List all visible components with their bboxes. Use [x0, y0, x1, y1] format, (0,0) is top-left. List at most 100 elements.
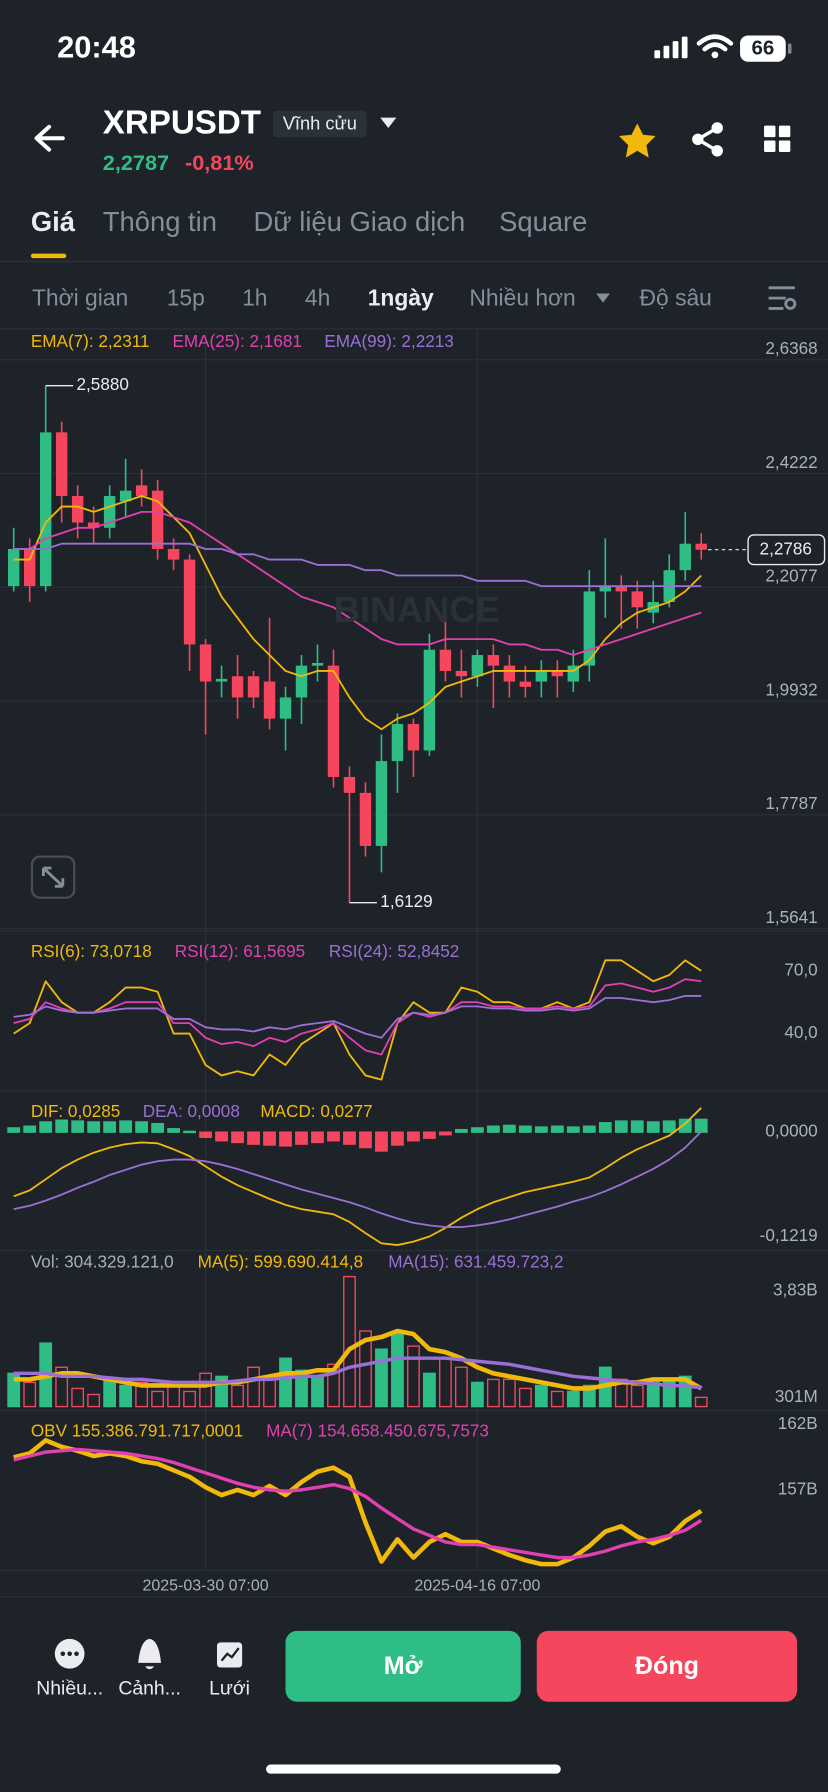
bar — [215, 1375, 228, 1408]
bar — [71, 1120, 85, 1133]
legend-label: RSI(24): 52,8452 — [329, 941, 459, 961]
x-tick-label: 2025-03-30 07:00 — [143, 1578, 269, 1595]
bar — [470, 1381, 484, 1408]
action-label[interactable]: Cảnh... — [118, 1677, 181, 1699]
indicator-line — [13, 1438, 703, 1567]
y-tick-label: -0,1219 — [760, 1225, 818, 1245]
symbol-dropdown[interactable] — [380, 117, 397, 128]
legend-label: MA(15): 631.459.723,2 — [388, 1252, 563, 1272]
bar — [231, 1384, 244, 1408]
candle-body — [423, 649, 436, 751]
tab[interactable]: Square — [499, 206, 587, 237]
action-label[interactable]: Nhiều... — [36, 1677, 103, 1699]
candle-body — [279, 697, 292, 719]
interval[interactable]: 1h — [242, 284, 267, 310]
candle-body — [439, 649, 452, 671]
indicator-line — [13, 1107, 702, 1246]
bar — [39, 1121, 53, 1133]
bar — [534, 1384, 548, 1408]
signal-icon — [654, 36, 688, 59]
interval[interactable]: 15p — [167, 284, 205, 310]
layout-button[interactable] — [764, 125, 791, 152]
close-button[interactable] — [536, 1630, 798, 1702]
action-label[interactable]: Lưới — [209, 1677, 250, 1699]
share-button[interactable] — [692, 122, 723, 157]
y-tick-label: 157B — [778, 1478, 818, 1498]
bar — [630, 1384, 644, 1408]
open-label[interactable]: Mở — [384, 1652, 423, 1680]
tab-indicator — [30, 253, 67, 259]
bar — [518, 1125, 532, 1133]
bar — [103, 1378, 117, 1408]
interval[interactable]: Nhiều hơn — [469, 284, 575, 310]
more-icon[interactable] — [54, 1638, 85, 1669]
more-dropdown[interactable] — [596, 293, 610, 303]
candle-body — [679, 543, 691, 571]
grid-icon[interactable] — [216, 1642, 243, 1668]
bar — [23, 1381, 37, 1408]
y-tick-label: 301M — [775, 1386, 818, 1406]
bar — [566, 1126, 580, 1133]
bar — [231, 1131, 244, 1144]
close-label[interactable]: Đóng — [635, 1652, 699, 1680]
bar — [247, 1366, 260, 1408]
interval[interactable]: 1ngày — [368, 284, 434, 310]
legend-label: DIF: 0,0285 — [31, 1101, 120, 1121]
clock: 20:48 — [57, 29, 136, 64]
bar — [423, 1131, 436, 1139]
bar — [534, 1126, 548, 1133]
interval[interactable]: Thời gian — [32, 284, 128, 310]
bar — [407, 1131, 420, 1142]
y-tick-label: 2,6368 — [765, 338, 817, 358]
bar — [343, 1131, 356, 1145]
price-change: -0,81% — [185, 150, 254, 175]
interval[interactable]: 4h — [305, 284, 330, 310]
candle-body — [455, 670, 468, 677]
bar — [678, 1375, 692, 1408]
bar — [279, 1131, 292, 1147]
bar — [215, 1131, 228, 1142]
legend-label: OBV 155.386.791.717,0001 — [31, 1421, 243, 1441]
bar — [183, 1130, 196, 1134]
expand-button[interactable] — [30, 855, 76, 899]
back-button[interactable] — [34, 124, 65, 152]
bar — [295, 1369, 308, 1408]
legend-label: DEA: 0,0008 — [143, 1101, 240, 1121]
indicator-line — [13, 1130, 702, 1229]
candle-body — [135, 485, 148, 496]
bar — [502, 1378, 516, 1408]
indicator-line — [13, 1328, 703, 1391]
tab[interactable]: Giá — [31, 206, 76, 237]
tab[interactable]: Dữ liệu Giao dịch — [254, 206, 466, 237]
bar — [343, 1275, 356, 1408]
candle-body — [199, 644, 212, 682]
bar — [518, 1387, 532, 1408]
favorite-button[interactable] — [619, 123, 656, 158]
y-tick-label: 1,5641 — [765, 907, 817, 927]
chart-area: 2025-03-30 07:00 2025-04-16 07:00 2,6368 2,… — [0, 331, 828, 1595]
bar — [582, 1384, 596, 1408]
legend-label: MACD: 0,0277 — [260, 1101, 372, 1121]
chart-settings[interactable] — [768, 286, 797, 310]
bar — [502, 1124, 516, 1133]
candle-body — [119, 490, 132, 502]
candle-body — [567, 665, 580, 682]
bar — [694, 1396, 708, 1408]
open-button[interactable] — [285, 1630, 521, 1702]
bar — [119, 1384, 133, 1408]
legend-label: EMA(7): 2,2311 — [31, 331, 150, 351]
home-indicator — [266, 1764, 561, 1774]
bar — [327, 1363, 340, 1408]
tab[interactable]: Thông tin — [103, 206, 217, 237]
bar — [439, 1131, 452, 1136]
bar — [151, 1390, 165, 1408]
indicator-line — [13, 510, 702, 656]
candle-body — [407, 723, 420, 751]
bar — [423, 1372, 436, 1408]
alert-icon[interactable] — [138, 1638, 162, 1670]
candle-body — [535, 670, 548, 682]
symbol[interactable]: XRPUSDT — [103, 104, 261, 141]
interval[interactable]: Độ sâu — [640, 284, 712, 310]
